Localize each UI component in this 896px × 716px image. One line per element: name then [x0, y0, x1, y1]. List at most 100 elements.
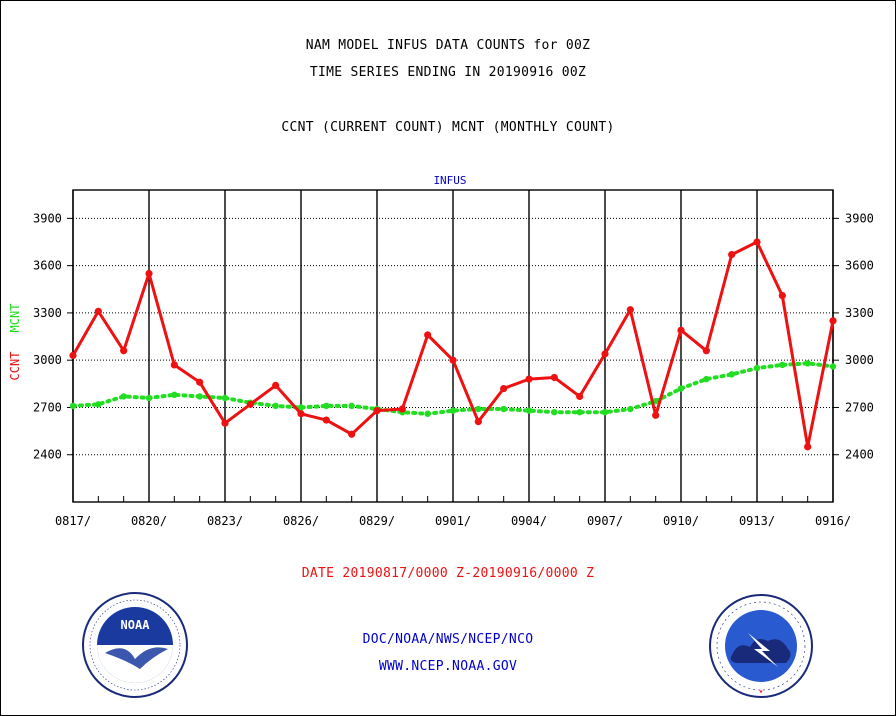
- data-point-mcnt: [779, 361, 786, 369]
- url-label: WWW.NCEP.NOAA.GOV: [378, 659, 518, 674]
- data-point-mcnt: [449, 407, 457, 414]
- data-point-mcnt: [627, 405, 634, 413]
- y-tick-label-left: 3900: [33, 211, 62, 225]
- data-point-ccnt: [120, 347, 128, 355]
- data-point-mcnt: [272, 402, 279, 410]
- data-point-mcnt: [703, 375, 710, 383]
- date-range-label: DATE 20190817/0000 Z-20190916/0000 Z: [301, 566, 595, 581]
- data-point-ccnt: [94, 307, 102, 315]
- data-point-ccnt: [550, 373, 558, 382]
- data-point-mcnt: [677, 385, 685, 392]
- plot-title: INFUS: [433, 174, 466, 187]
- y-tick-label-right: 3000: [845, 353, 874, 367]
- data-point-ccnt: [322, 416, 330, 424]
- data-point-mcnt: [576, 408, 583, 416]
- plot-frame: [72, 189, 834, 503]
- data-point-ccnt: [221, 419, 229, 427]
- data-point-ccnt: [702, 347, 710, 355]
- data-point-ccnt: [525, 375, 533, 383]
- data-point-ccnt: [424, 331, 432, 339]
- data-point-ccnt: [677, 326, 685, 334]
- data-point-ccnt: [69, 351, 77, 360]
- x-tick-label: 0829/: [359, 514, 395, 528]
- data-point-ccnt: [373, 407, 381, 415]
- nws-star: ★: [759, 687, 764, 695]
- data-point-mcnt: [69, 402, 77, 410]
- ccnt-series-layer: [69, 238, 837, 451]
- y-tick-label-left: 3600: [33, 259, 62, 273]
- data-point-ccnt: [246, 400, 254, 408]
- data-point-ccnt: [728, 251, 736, 259]
- data-point-ccnt: [449, 356, 457, 364]
- data-point-ccnt: [626, 306, 634, 314]
- data-point-mcnt: [297, 404, 305, 411]
- data-point-mcnt: [728, 371, 735, 378]
- data-point-mcnt: [171, 391, 178, 399]
- x-tick-label: 0904/: [511, 514, 547, 528]
- data-point-mcnt: [95, 401, 102, 408]
- x-tick-label: 0910/: [663, 514, 699, 528]
- data-point-ccnt: [297, 410, 305, 418]
- data-point-mcnt: [601, 408, 609, 416]
- chart-title-line2: TIME SERIES ENDING IN 20190916 00Z: [309, 65, 587, 80]
- x-tick-label: 0916/: [815, 514, 851, 528]
- x-tick-label: 0820/: [131, 514, 167, 528]
- y-tick-label-right: 3900: [845, 211, 874, 225]
- data-point-ccnt: [778, 291, 786, 300]
- y-tick-label-right: 3600: [845, 259, 874, 273]
- y-axis-label-mcnt: MCNT: [8, 304, 22, 333]
- data-point-ccnt: [348, 430, 356, 438]
- y-tick-label-left: 2400: [33, 448, 62, 462]
- x-tick-label: 0907/: [587, 514, 623, 528]
- noaa-logo-text: NOAA: [121, 618, 151, 632]
- y-tick-label-left: 3000: [33, 353, 62, 367]
- x-tick-label: 0901/: [435, 514, 471, 528]
- data-point-ccnt: [753, 238, 761, 246]
- data-point-mcnt: [424, 410, 431, 417]
- data-point-mcnt: [500, 405, 507, 413]
- x-tick-label: 0823/: [207, 514, 243, 528]
- y-tick-label-right: 2700: [845, 400, 874, 414]
- y-tick-label-right: 2400: [845, 448, 874, 462]
- data-point-ccnt: [398, 405, 406, 413]
- data-point-mcnt: [525, 407, 533, 414]
- data-point-ccnt: [170, 361, 178, 369]
- axis-layer: [67, 189, 839, 503]
- x-tick-label: 0913/: [739, 514, 775, 528]
- data-point-mcnt: [829, 363, 837, 370]
- x-tick-label: 0817/: [55, 514, 91, 528]
- chart-subtitle: CCNT (CURRENT COUNT) MCNT (MONTHLY COUNT…: [281, 120, 615, 135]
- data-point-ccnt: [601, 350, 609, 358]
- data-point-mcnt: [475, 405, 482, 413]
- y-axis-label-ccnt: CCNT: [8, 352, 22, 381]
- data-point-mcnt: [804, 360, 811, 367]
- data-point-ccnt: [145, 269, 153, 278]
- data-point-ccnt: [829, 317, 837, 325]
- data-point-mcnt: [196, 393, 203, 400]
- nws-logo: ★: [709, 594, 813, 698]
- grid-layer: [72, 190, 834, 502]
- data-point-ccnt: [272, 381, 280, 389]
- data-point-ccnt: [652, 411, 660, 419]
- data-point-mcnt: [551, 408, 558, 416]
- data-point-ccnt: [576, 392, 584, 401]
- data-point-mcnt: [323, 402, 330, 410]
- label-layer: 2400 2400 2700 2700 3000 3000 3300 3300 3600 3600…: [8, 174, 874, 528]
- y-tick-label-left: 2700: [33, 400, 62, 414]
- data-point-ccnt: [804, 443, 812, 451]
- noaa-logo: NOAA: [82, 592, 188, 698]
- x-tick-label: 0826/: [283, 514, 319, 528]
- chart-title-line1: NAM MODEL INFUS DATA COUNTS for 00Z: [305, 38, 591, 53]
- data-point-ccnt: [474, 418, 482, 426]
- data-point-mcnt: [120, 393, 127, 400]
- data-point-mcnt: [221, 394, 229, 402]
- data-point-ccnt: [196, 378, 204, 386]
- y-tick-label-right: 3300: [845, 306, 874, 320]
- org-label: DOC/NOAA/NWS/NCEP/NCO: [362, 632, 534, 647]
- data-point-mcnt: [753, 364, 761, 372]
- data-point-ccnt: [500, 384, 508, 393]
- y-tick-label-left: 3300: [33, 306, 62, 320]
- data-point-mcnt: [145, 394, 153, 402]
- data-point-mcnt: [348, 402, 355, 410]
